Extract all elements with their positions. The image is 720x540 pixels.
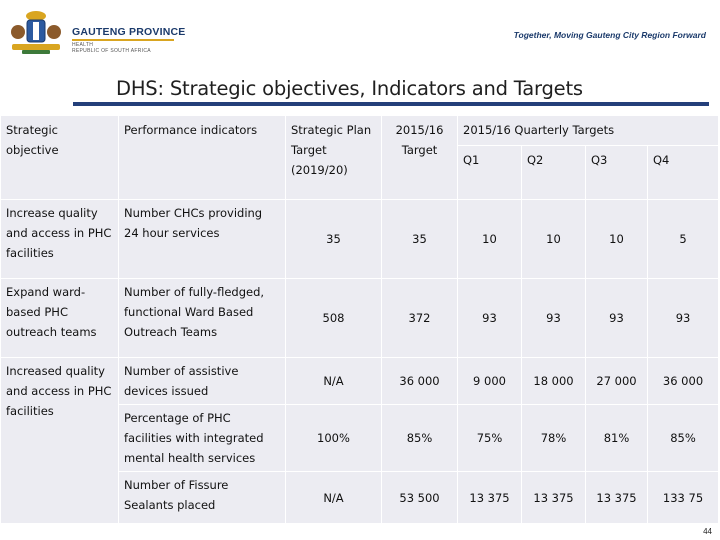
q4-cell: 93 bbox=[646, 278, 720, 358]
plan-target-cell: N/A bbox=[285, 357, 382, 405]
plan-target-cell: N/A bbox=[285, 471, 382, 524]
brand-name: GAUTENG PROVINCE bbox=[72, 26, 186, 38]
q1-cell: 10 bbox=[457, 199, 522, 279]
annual-target-cell: 372 bbox=[381, 278, 458, 358]
header-q4: Q4 bbox=[646, 145, 720, 200]
brand-department: HEALTH bbox=[72, 42, 94, 48]
table-row: Percentage of PHC facilities with integr… bbox=[1, 404, 720, 472]
header-q2: Q2 bbox=[521, 145, 586, 200]
header-quarterly: 2015/16 Quarterly Targets bbox=[456, 115, 720, 146]
plan-target-cell: 35 bbox=[285, 199, 382, 279]
q3-cell: 27 000 bbox=[585, 357, 648, 405]
page-number: 44 bbox=[703, 527, 712, 536]
annual-target-cell: 85% bbox=[381, 404, 458, 472]
plan-target-cell: 100% bbox=[285, 404, 382, 472]
tagline: Together, Moving Gauteng City Region For… bbox=[513, 30, 706, 40]
q2-cell: 18 000 bbox=[521, 357, 586, 405]
targets-table: Strategic objective Performance indicato… bbox=[0, 115, 720, 524]
brand-country: REPUBLIC OF SOUTH AFRICA bbox=[72, 48, 151, 54]
plan-target-cell: 508 bbox=[285, 278, 382, 358]
title-bar: DHS: Strategic objectives, Indicators an… bbox=[73, 77, 709, 106]
q2-cell: 13 375 bbox=[521, 471, 586, 524]
q3-cell: 81% bbox=[585, 404, 648, 472]
page-header: GAUTENG PROVINCE HEALTH REPUBLIC OF SOUT… bbox=[0, 0, 720, 62]
indicator-cell: Number of fully-fledged, functional Ward… bbox=[118, 278, 286, 358]
q2-cell: 78% bbox=[521, 404, 586, 472]
annual-target-cell: 36 000 bbox=[381, 357, 458, 405]
header-row: Strategic objective Performance indicato… bbox=[0, 115, 720, 200]
header-q1: Q1 bbox=[457, 145, 522, 200]
q4-cell: 85% bbox=[646, 404, 720, 472]
table-row: Expand ward-based PHC outreach teams Num… bbox=[0, 278, 720, 358]
indicator-cell: Percentage of PHC facilities with integr… bbox=[118, 404, 286, 472]
q3-cell: 10 bbox=[585, 199, 648, 279]
header-objective: Strategic objective bbox=[0, 115, 119, 200]
indicator-cell: Number of assistive devices issued bbox=[118, 357, 286, 405]
header-annual-target: 2015/16 Target bbox=[381, 115, 458, 200]
objective-cell: Increased quality and access in PHC faci… bbox=[0, 357, 119, 524]
brand-underline bbox=[72, 39, 174, 41]
table-row: Increase quality and access in PHC facil… bbox=[0, 199, 720, 279]
q1-cell: 75% bbox=[457, 404, 522, 472]
q3-cell: 13 375 bbox=[585, 471, 648, 524]
objective-cell: Expand ward-based PHC outreach teams bbox=[0, 278, 119, 358]
annual-target-cell: 35 bbox=[381, 199, 458, 279]
q4-cell: 36 000 bbox=[646, 357, 720, 405]
indicator-cell: Number of Fissure Sealants placed bbox=[118, 471, 286, 524]
table-row: Increased quality and access in PHC faci… bbox=[0, 357, 720, 524]
header-quarter-row: Q1 Q2 Q3 Q4 bbox=[1, 145, 720, 200]
q1-cell: 13 375 bbox=[457, 471, 522, 524]
q4-cell: 133 75 bbox=[646, 471, 720, 524]
page-title: DHS: Strategic objectives, Indicators an… bbox=[116, 77, 583, 100]
indicator-cell: Number CHCs providing 24 hour services bbox=[118, 199, 286, 279]
q3-cell: 93 bbox=[585, 278, 648, 358]
header-q3: Q3 bbox=[585, 145, 648, 200]
header-plan-target: Strategic Plan Target (2019/20) bbox=[285, 115, 382, 200]
annual-target-cell: 53 500 bbox=[381, 471, 458, 524]
q1-cell: 93 bbox=[457, 278, 522, 358]
q1-cell: 9 000 bbox=[457, 357, 522, 405]
q2-cell: 10 bbox=[521, 199, 586, 279]
table-row: Number of Fissure Sealants placed N/A 53… bbox=[1, 471, 720, 524]
coat-of-arms-icon bbox=[11, 11, 61, 54]
objective-cell: Increase quality and access in PHC facil… bbox=[0, 199, 119, 279]
q4-cell: 5 bbox=[646, 199, 720, 279]
header-indicator: Performance indicators bbox=[118, 115, 286, 200]
q2-cell: 93 bbox=[521, 278, 586, 358]
